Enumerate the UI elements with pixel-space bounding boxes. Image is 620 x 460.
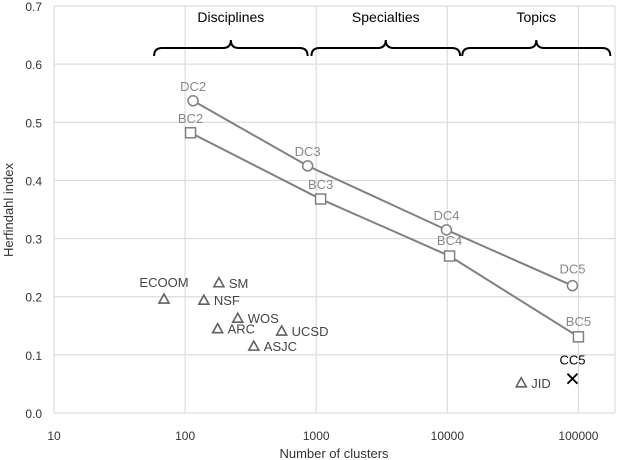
y-tick-label: 0.0: [25, 407, 42, 421]
triangle-marker: [211, 322, 224, 334]
data-label: DC3: [295, 144, 321, 159]
circle-marker: [566, 279, 579, 292]
triangle-marker: [157, 292, 171, 304]
square-marker: [443, 250, 456, 262]
grid: [53, 5, 616, 414]
x-axis-label: Number of clusters: [279, 446, 389, 460]
data-label: BC3: [308, 177, 333, 192]
data-label: BC2: [178, 111, 203, 126]
data-label: ECOOM: [139, 275, 188, 290]
data-label: BC5: [566, 314, 591, 329]
data-label: BC4: [437, 233, 462, 248]
y-tick-label: 0.1: [25, 349, 42, 363]
x-tick-label: 100000: [558, 429, 598, 443]
data-label: SM: [229, 276, 249, 291]
x-tick-label: 10: [47, 429, 61, 443]
brace: [153, 39, 309, 57]
x-tick-label: 1000: [303, 429, 330, 443]
range-label: Specialties: [352, 9, 420, 25]
y-axis-label: Herfindahl index: [1, 163, 16, 257]
circle-marker: [301, 160, 314, 172]
triangle-marker: [212, 276, 226, 288]
data-label: ASJC: [264, 339, 297, 354]
square-marker: [184, 127, 197, 139]
data-label: NSF: [214, 293, 240, 308]
triangle-marker: [275, 324, 289, 336]
data-label: JID: [531, 376, 551, 391]
data-label: ARC: [228, 322, 255, 337]
circle-marker: [187, 95, 199, 107]
data-marks: DC2 DC3 DC4 DC5 BC2 BC3 BC4 BC5 ECOOM SM NSF WOSARC…: [139, 79, 591, 391]
y-tick-label: 0.7: [25, 0, 42, 14]
tick-labels: 0.0 0.1 0.2 0.3 0.4 0.5 0.6 0.7 10 100 1000 10000 10…: [25, 0, 598, 443]
square-marker: [572, 331, 585, 343]
square-marker: [314, 193, 327, 205]
series-line: [190, 131, 579, 338]
brace: [310, 39, 462, 57]
series-line: [192, 99, 573, 287]
circle-marker: [440, 224, 453, 236]
brace: [461, 39, 612, 57]
triangle-marker: [247, 339, 261, 351]
range-annotations: Disciplines Specialties Topics: [153, 9, 612, 57]
triangle-marker: [231, 311, 245, 324]
data-label: DC2: [180, 79, 206, 94]
data-label: DC4: [433, 208, 459, 223]
triangle-marker: [197, 293, 211, 306]
data-label: CC5: [559, 353, 585, 368]
y-tick-label: 0.4: [25, 174, 42, 188]
x-marker: [566, 373, 579, 385]
y-tick-label: 0.2: [25, 291, 42, 305]
range-label: Topics: [516, 9, 556, 25]
y-tick-label: 0.6: [25, 58, 42, 72]
data-label: DC5: [559, 262, 585, 277]
triangle-marker: [514, 376, 528, 388]
data-label: UCSD: [292, 324, 329, 339]
y-tick-label: 0.5: [25, 116, 42, 130]
y-tick-label: 0.3: [25, 233, 42, 247]
x-tick-label: 100: [175, 429, 195, 443]
x-tick-label: 10000: [431, 429, 465, 443]
data-label: WOS: [248, 311, 279, 326]
range-label: Disciplines: [197, 9, 264, 25]
